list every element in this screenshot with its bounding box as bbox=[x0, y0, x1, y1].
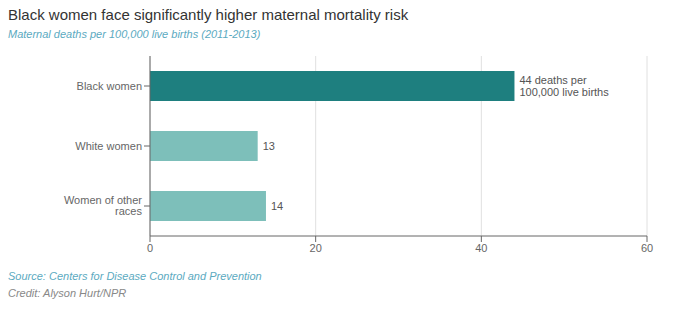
html-text:Maternal deaths per 100,000 li: Maternal deaths per 100,000 live births … bbox=[8, 28, 261, 40]
svg-text:40: 40 bbox=[475, 242, 487, 254]
html-text:Source: Centers for Disease Co: Source: Centers for Disease Control and … bbox=[8, 270, 262, 282]
svg-text:White women: White women bbox=[75, 140, 142, 152]
svg-text:0: 0 bbox=[147, 242, 153, 254]
html-text:Credit: Alyson Hurt/NPR: Credit: Alyson Hurt/NPR bbox=[8, 287, 127, 299]
svg-text:44 deaths per100,000 live birt: 44 deaths per100,000 live births bbox=[519, 74, 609, 98]
svg-text:14: 14 bbox=[271, 200, 283, 212]
svg-text:60: 60 bbox=[641, 242, 653, 254]
svg-text:Women of otherraces: Women of otherraces bbox=[64, 194, 143, 217]
svg-text:20: 20 bbox=[310, 242, 322, 254]
svg-text:13: 13 bbox=[263, 140, 275, 152]
html-text:Black women face significantly: Black women face significantly higher ma… bbox=[8, 6, 409, 23]
svg-text:Black women: Black women bbox=[77, 80, 142, 92]
